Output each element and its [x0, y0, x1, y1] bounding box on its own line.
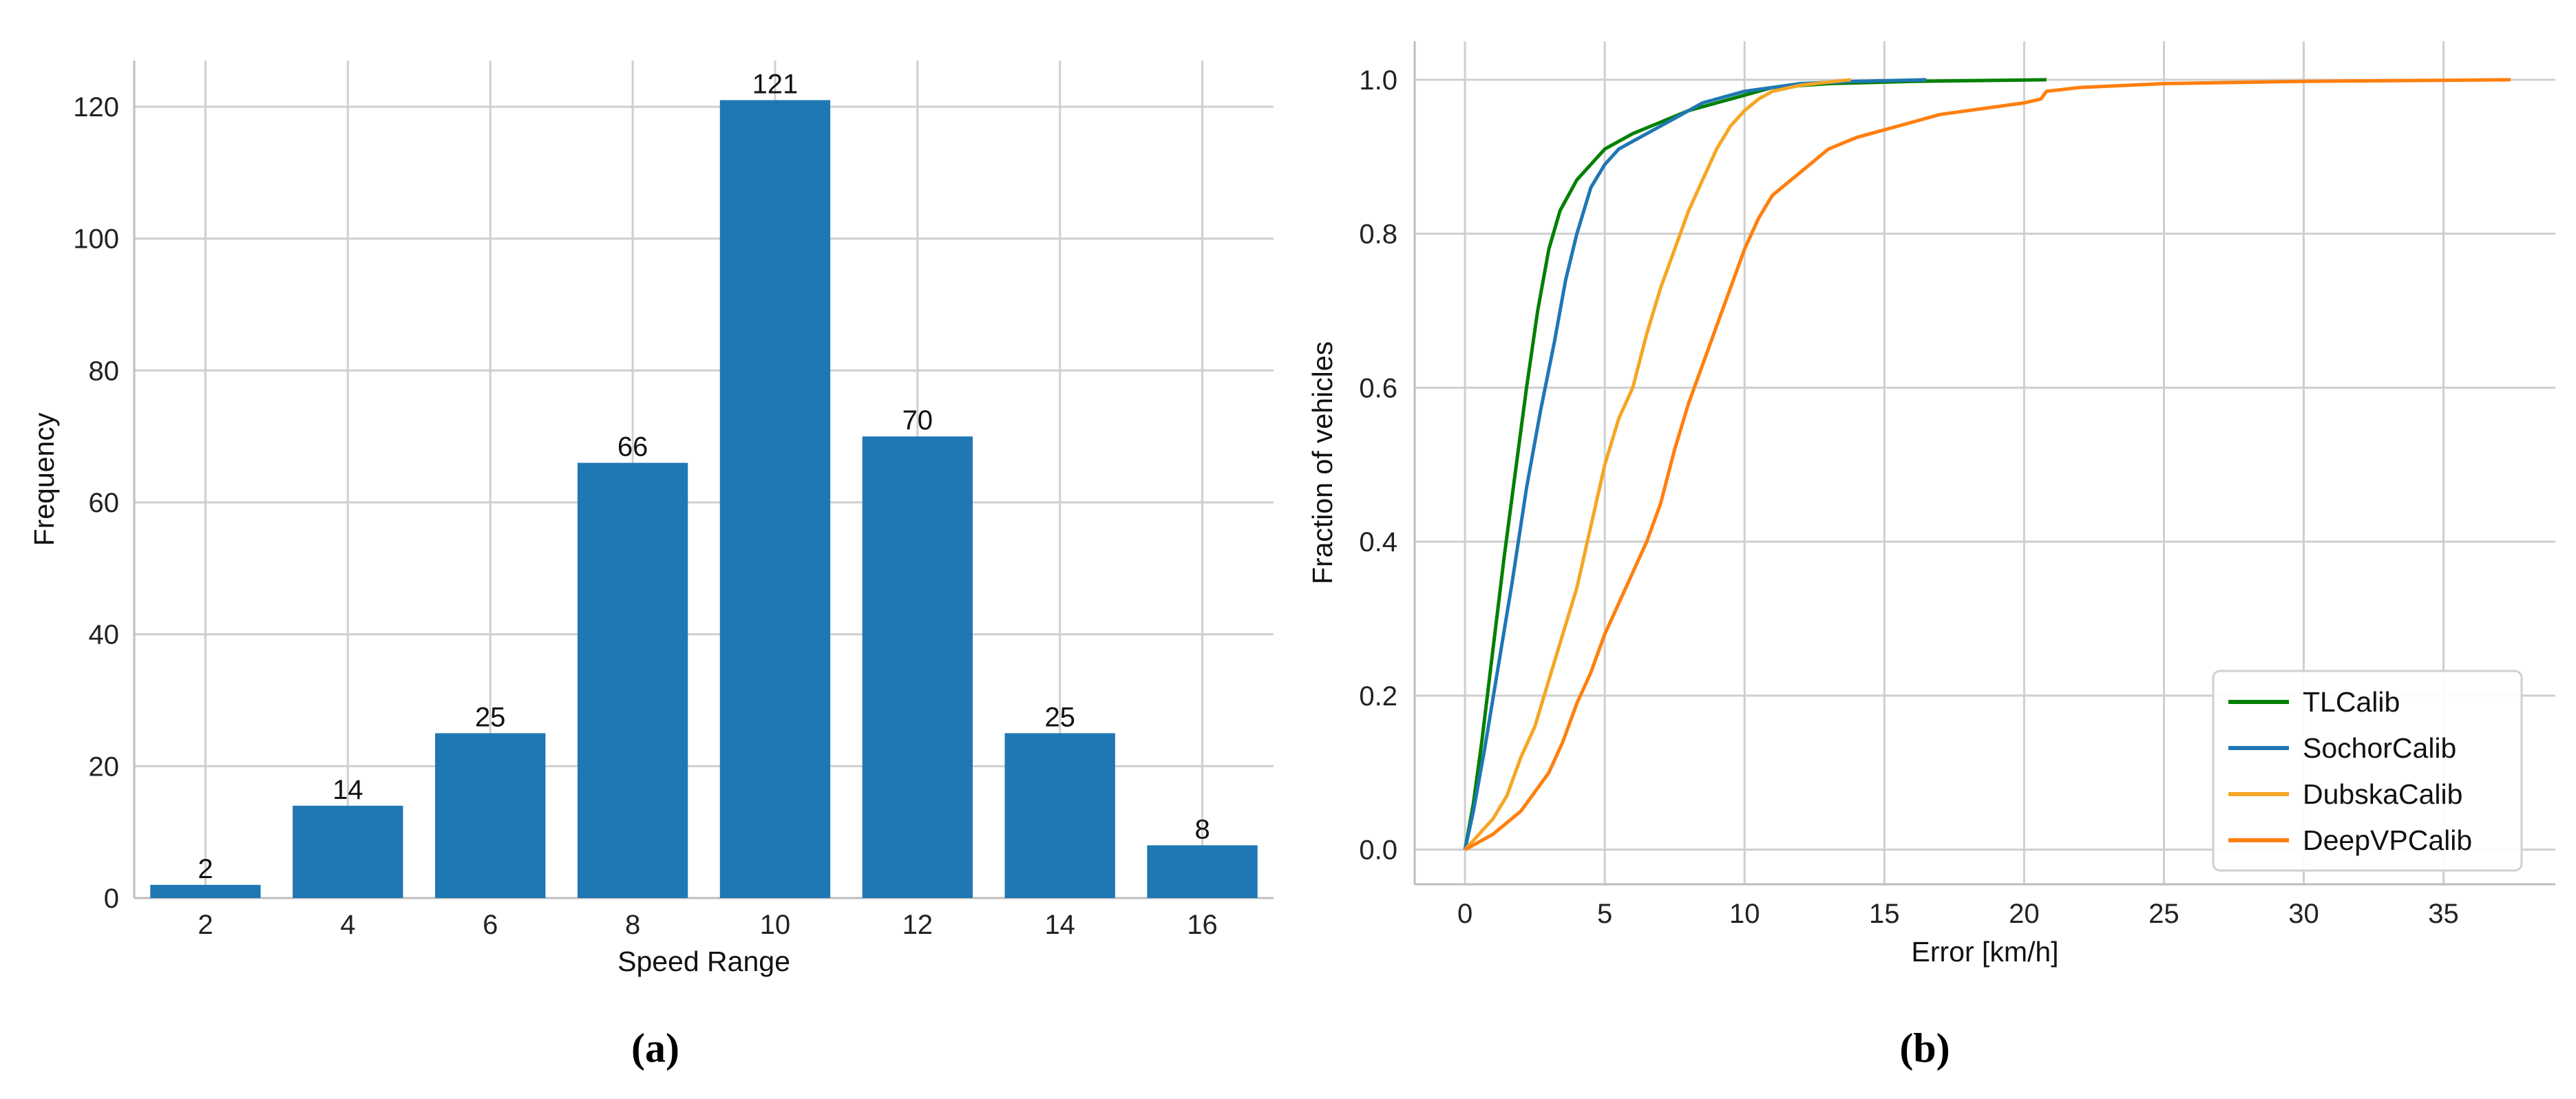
y-axis-label: Fraction of vehicles — [1307, 341, 1338, 584]
y-tick-label: 120 — [73, 92, 119, 122]
cdf-line-chart-panel: 0 5 10 15 20 25 30 35 0.0 0.2 0.4 0.6 0.8 1.0 Error [k… — [1307, 41, 2555, 968]
legend: TLCalib SochorCalib DubskaCalib DeepVPCalib — [2212, 670, 2523, 872]
bar-value-label: 14 — [332, 775, 363, 805]
x-tick-label: 0 — [1457, 899, 1472, 929]
bar-6 — [435, 733, 546, 898]
bar-2 — [150, 884, 261, 898]
bar-value-label: 121 — [752, 69, 799, 99]
panel-a-caption: (a) — [631, 1025, 679, 1071]
x-tick-label: 8 — [625, 910, 640, 940]
x-tick-label: 20 — [2009, 899, 2040, 929]
y-tick-label: 0.0 — [1359, 835, 1397, 866]
series-line-sochorcalib — [1463, 78, 1927, 851]
y-tick-label: 0.8 — [1359, 220, 1397, 250]
series-line-tlcalib — [1463, 78, 2047, 851]
bar-chart-panel: 0204060801001202214425666812110701225148… — [28, 61, 1274, 977]
y-axis-label: Frequency — [28, 412, 60, 546]
x-tick-label: 4 — [340, 910, 355, 940]
y-tick-label: 0.4 — [1359, 527, 1397, 557]
bar-12 — [862, 436, 973, 898]
x-tick-label: 14 — [1044, 910, 1075, 940]
x-tick-label: 10 — [1729, 899, 1760, 929]
x-tick-label: 25 — [2149, 899, 2179, 929]
bar-value-label: 25 — [475, 702, 506, 732]
bar-value-label: 8 — [1194, 814, 1210, 844]
legend-entry: DeepVPCalib — [2303, 824, 2472, 856]
x-tick-label: 2 — [198, 910, 213, 940]
legend-entry: DubskaCalib — [2303, 778, 2462, 810]
y-tick-label: 60 — [89, 488, 120, 518]
y-tick-label: 1.0 — [1359, 65, 1397, 96]
x-tick-label: 15 — [1869, 899, 1900, 929]
y-tick-label: 80 — [89, 356, 120, 386]
bar-value-label: 66 — [617, 432, 648, 462]
bar-value-label: 2 — [198, 854, 213, 884]
y-tick-label: 0.2 — [1359, 681, 1397, 712]
bar-16 — [1147, 845, 1258, 898]
x-axis-label: Error [km/h] — [1911, 936, 2058, 968]
bar-4 — [293, 805, 403, 898]
x-tick-label: 12 — [902, 910, 933, 940]
legend-box — [2212, 670, 2523, 872]
bar-value-label: 70 — [902, 405, 933, 436]
bar-10 — [719, 100, 831, 898]
x-tick-label: 16 — [1187, 910, 1218, 940]
y-tick-label: 0.6 — [1359, 373, 1397, 403]
y-tick-label: 0 — [104, 884, 119, 914]
y-tick-label: 100 — [73, 224, 119, 255]
x-tick-label: 35 — [2428, 899, 2459, 929]
y-tick-label: 40 — [89, 620, 120, 650]
panel-b-caption: (b) — [1899, 1025, 1950, 1071]
series-line-deepvpcalib — [1464, 78, 2511, 851]
x-axis-label: Speed Range — [617, 946, 790, 977]
bar-14 — [1004, 733, 1115, 898]
x-tick-label: 6 — [483, 910, 498, 940]
x-tick-label: 10 — [760, 910, 791, 940]
bar-value-label: 25 — [1044, 702, 1075, 732]
x-tick-label: 30 — [2288, 899, 2319, 929]
legend-entry: TLCalib — [2303, 686, 2400, 718]
bar-8 — [577, 462, 688, 898]
series-line-dubskacalib — [1464, 78, 1851, 851]
x-tick-label: 5 — [1597, 899, 1612, 929]
legend-entry: SochorCalib — [2303, 732, 2456, 764]
y-tick-label: 20 — [89, 751, 120, 782]
